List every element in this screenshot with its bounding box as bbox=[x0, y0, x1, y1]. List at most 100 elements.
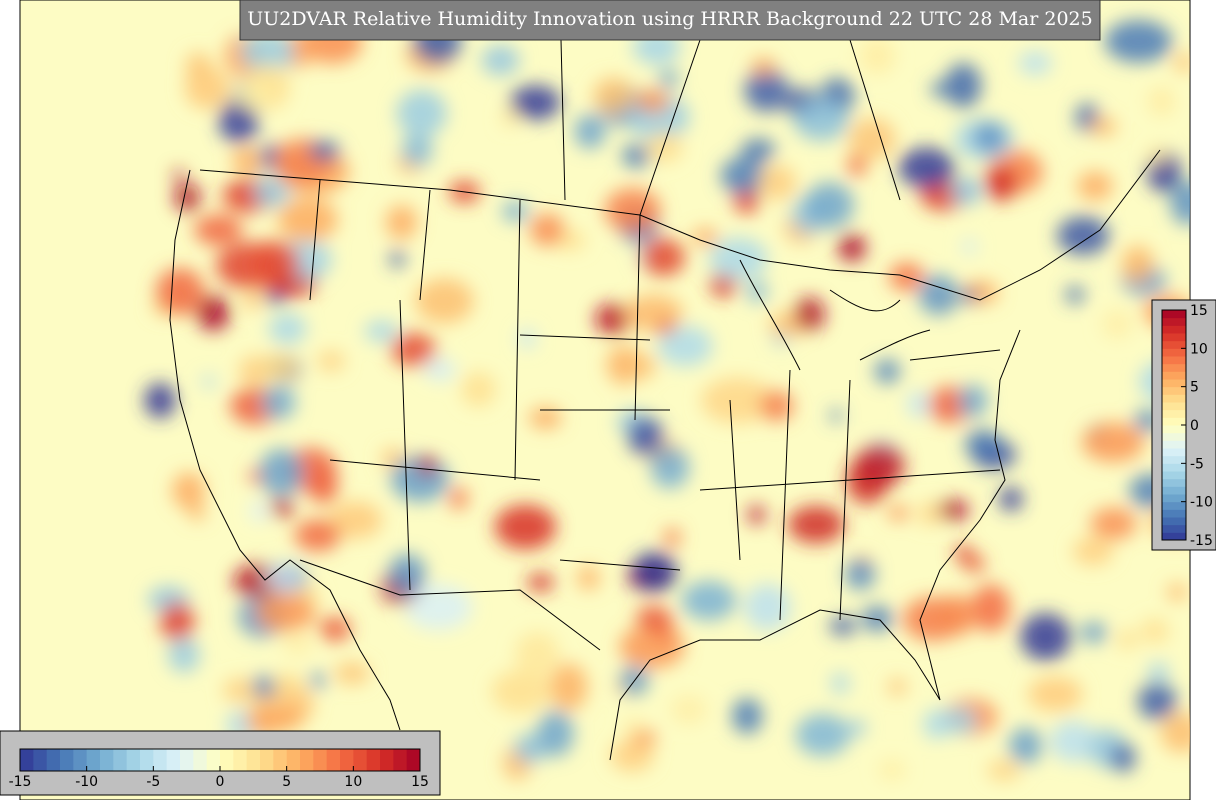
field-blob bbox=[681, 580, 737, 621]
field-blob bbox=[855, 443, 905, 488]
field-blob bbox=[732, 698, 763, 734]
field-blob bbox=[954, 544, 973, 561]
field-layer bbox=[144, 19, 1190, 781]
field-blob bbox=[160, 601, 195, 642]
field-blob bbox=[950, 176, 983, 206]
field-blob bbox=[945, 62, 982, 109]
field-blob bbox=[529, 213, 565, 247]
colorbar-swatch bbox=[406, 749, 421, 771]
field-blob bbox=[417, 456, 437, 476]
field-blob bbox=[930, 81, 950, 98]
field-blob bbox=[268, 313, 307, 345]
field-blob bbox=[859, 37, 896, 75]
field-blob bbox=[1101, 309, 1133, 339]
field-blob bbox=[1065, 286, 1085, 304]
mexico-border bbox=[299, 559, 601, 651]
colorbar-swatch bbox=[300, 749, 314, 771]
field-blob bbox=[390, 250, 405, 269]
colorbar-tick-label: 0 bbox=[1190, 418, 1199, 434]
field-blob bbox=[1116, 630, 1138, 650]
field-blob bbox=[494, 504, 557, 550]
colorbar-swatch bbox=[33, 749, 48, 771]
field-blob bbox=[510, 85, 561, 120]
field-blob bbox=[887, 505, 910, 521]
field-blob bbox=[223, 677, 259, 703]
field-blob bbox=[793, 97, 849, 141]
field-blob bbox=[270, 498, 294, 517]
field-blob bbox=[328, 501, 383, 539]
field-blob bbox=[663, 528, 681, 548]
field-blob bbox=[659, 69, 679, 88]
field-blob bbox=[847, 153, 867, 177]
field-blob bbox=[194, 214, 243, 246]
colorbar-swatch bbox=[180, 749, 194, 771]
field-blob bbox=[257, 353, 298, 382]
field-blob bbox=[741, 138, 776, 161]
field-blob bbox=[972, 122, 1007, 153]
field-blob bbox=[657, 325, 713, 367]
colorbar-swatch bbox=[1162, 486, 1186, 495]
field-blob bbox=[619, 625, 685, 669]
colorbar-swatch bbox=[86, 749, 101, 771]
field-blob bbox=[261, 385, 296, 420]
field-blob bbox=[317, 350, 345, 372]
colorbar-tick-label: -10 bbox=[1190, 495, 1213, 511]
field-blob bbox=[971, 584, 1011, 632]
field-blob bbox=[1148, 661, 1169, 684]
colorbar-swatch bbox=[1162, 532, 1186, 541]
colorbar-swatch bbox=[233, 749, 248, 771]
west-coast bbox=[169, 169, 401, 731]
field-blob bbox=[309, 470, 339, 505]
field-blob bbox=[1110, 743, 1136, 773]
colorbar-swatch bbox=[1162, 432, 1186, 441]
field-blob bbox=[364, 320, 399, 343]
field-blob bbox=[1148, 86, 1175, 117]
field-blob bbox=[898, 147, 955, 189]
colorbar-tick-label: 15 bbox=[411, 774, 429, 790]
field-blob bbox=[319, 616, 352, 642]
field-blob bbox=[670, 694, 707, 725]
field-blob bbox=[385, 205, 418, 240]
field-blob bbox=[501, 108, 519, 127]
field-blob bbox=[794, 297, 825, 331]
field-blob bbox=[184, 67, 230, 110]
colorbar-swatch bbox=[1162, 448, 1186, 457]
colorbar-swatch bbox=[73, 749, 88, 771]
field-blob bbox=[334, 662, 370, 685]
field-blob bbox=[518, 328, 537, 349]
field-blob bbox=[941, 706, 978, 735]
colorbar-tick-label: -15 bbox=[9, 774, 32, 790]
field-blob bbox=[1080, 622, 1107, 644]
field-blob bbox=[249, 500, 268, 523]
colorbar-swatch bbox=[166, 749, 181, 771]
field-blob bbox=[526, 573, 555, 592]
field-blob bbox=[309, 140, 340, 161]
field-blob bbox=[759, 390, 794, 422]
colorbar-tick-label: 10 bbox=[344, 774, 362, 790]
field-blob bbox=[961, 238, 977, 255]
field-blob bbox=[255, 593, 316, 632]
field-blob bbox=[743, 583, 791, 631]
field-blob bbox=[415, 278, 474, 324]
field-blob bbox=[218, 98, 259, 144]
field-blob bbox=[515, 632, 560, 677]
field-blob bbox=[1149, 146, 1167, 165]
field-blob bbox=[155, 268, 205, 316]
field-blob bbox=[529, 407, 562, 429]
field-blob bbox=[242, 292, 262, 310]
colorbar-swatch bbox=[1162, 517, 1186, 526]
colorbar-swatch bbox=[193, 749, 208, 771]
colorbar-swatch bbox=[1162, 356, 1186, 365]
field-blob bbox=[396, 89, 447, 137]
colorbar-swatch bbox=[326, 749, 341, 771]
field-blob bbox=[236, 81, 271, 110]
field-blob bbox=[388, 553, 426, 596]
field-blob bbox=[1077, 171, 1113, 201]
field-blob bbox=[423, 358, 457, 382]
field-blob bbox=[692, 228, 719, 246]
field-blob bbox=[491, 670, 550, 713]
colorbars: -15 -10 -5 0 5 10 15 -15 -10 -5 0 5 10 15 bbox=[9, 303, 1213, 790]
colorbar-swatch bbox=[366, 749, 381, 771]
colorbar-swatch bbox=[100, 749, 114, 771]
field-blob bbox=[831, 672, 850, 695]
